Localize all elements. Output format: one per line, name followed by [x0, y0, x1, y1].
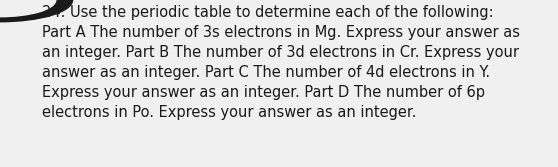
Text: 24. Use the periodic table to determine each of the following:
Part A The number: 24. Use the periodic table to determine …: [42, 5, 520, 120]
Wedge shape: [0, 0, 56, 17]
Wedge shape: [0, 0, 73, 22]
